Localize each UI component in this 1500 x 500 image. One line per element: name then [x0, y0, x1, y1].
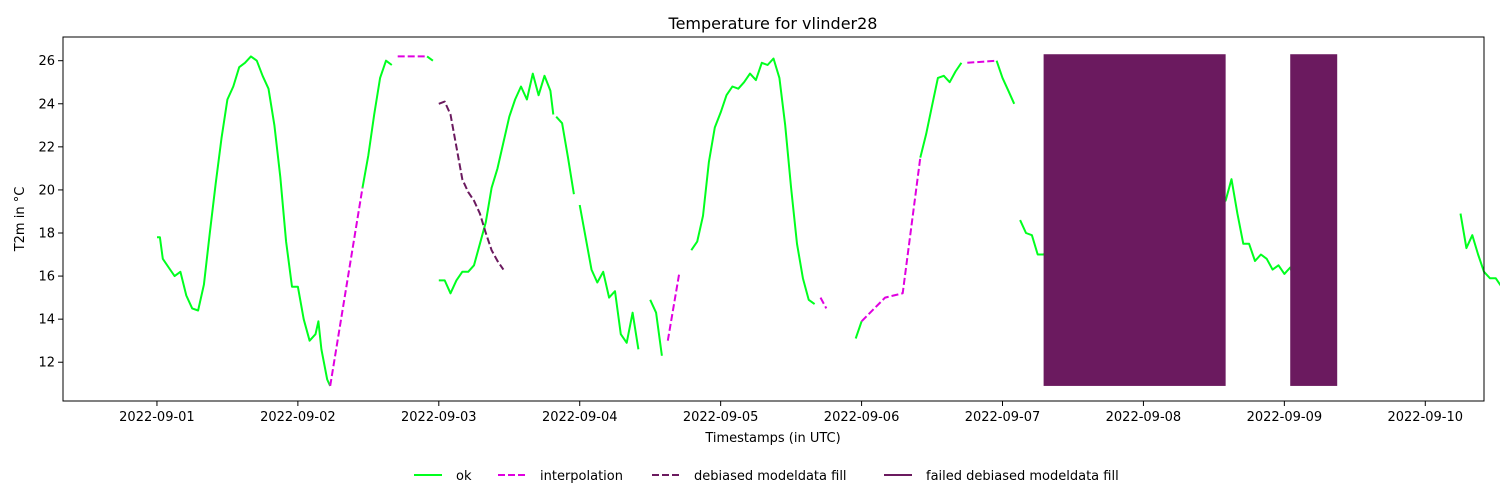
series-ok-line-8: [854, 320, 863, 339]
series-interpolation-line-5: [967, 59, 997, 64]
chart-title: Temperature for vlinder28: [668, 14, 878, 33]
legend-label: debiased modeldata fill: [694, 469, 847, 484]
series-ok-line-6: [649, 299, 663, 356]
series-failed-debiased-modeldata-fill-block-0: [1043, 54, 1226, 386]
x-tick-label: 2022-09-06: [824, 410, 900, 425]
series-ok-line-2: [426, 55, 434, 62]
x-tick-label: 2022-09-03: [401, 410, 477, 425]
x-tick-label: 2022-09-07: [965, 410, 1041, 425]
y-tick-label: 18: [38, 227, 55, 242]
series-ok-line-4: [555, 116, 575, 195]
series-ok-line-5: [578, 204, 640, 350]
x-tick-label: 2022-09-08: [1106, 410, 1182, 425]
series-interpolation-line-0: [329, 187, 364, 387]
x-tick-label: 2022-09-04: [542, 410, 618, 425]
y-tick-label: 16: [38, 270, 55, 285]
series-ok-line-7: [690, 57, 816, 305]
series-interpolation-line-2: [666, 271, 681, 341]
series-ok-line-3: [438, 72, 555, 295]
y-axis-label: T2m in °C: [13, 187, 28, 253]
series-ok-line-10: [995, 60, 1016, 105]
axes-frame: [62, 36, 1485, 402]
x-axis-label: Timestamps (in UTC): [704, 431, 840, 446]
legend-label: interpolation: [540, 469, 623, 484]
legend-label: ok: [456, 469, 472, 484]
series-debiased-modeldata-fill-line-0: [438, 100, 505, 271]
x-tick-label: 2022-09-01: [119, 410, 195, 425]
series-ok-line-1: [361, 59, 393, 188]
y-tick-label: 14: [38, 313, 55, 328]
x-tick-label: 2022-09-09: [1247, 410, 1323, 425]
series-ok-line-0: [157, 55, 332, 387]
x-tick-label: 2022-09-05: [683, 410, 759, 425]
x-tick-label: 2022-09-02: [260, 410, 336, 425]
x-tick-label: 2022-09-10: [1387, 410, 1463, 425]
legend-label: failed debiased modeldata fill: [926, 469, 1119, 484]
y-tick-label: 24: [38, 97, 55, 112]
y-tick-label: 26: [38, 54, 55, 69]
series-ok-line-9: [919, 62, 963, 158]
series-failed-debiased-modeldata-fill-block-1: [1290, 54, 1338, 386]
series-interpolation-line-4: [860, 157, 922, 323]
series-interpolation-line-3: [819, 297, 828, 309]
legend: ok interpolation debiased modeldata fill fa…: [414, 469, 1119, 484]
series-ok-line-14: [1459, 213, 1500, 287]
y-tick-label: 22: [38, 140, 55, 155]
y-tick-label: 12: [38, 356, 55, 371]
y-tick-label: 20: [38, 183, 55, 198]
